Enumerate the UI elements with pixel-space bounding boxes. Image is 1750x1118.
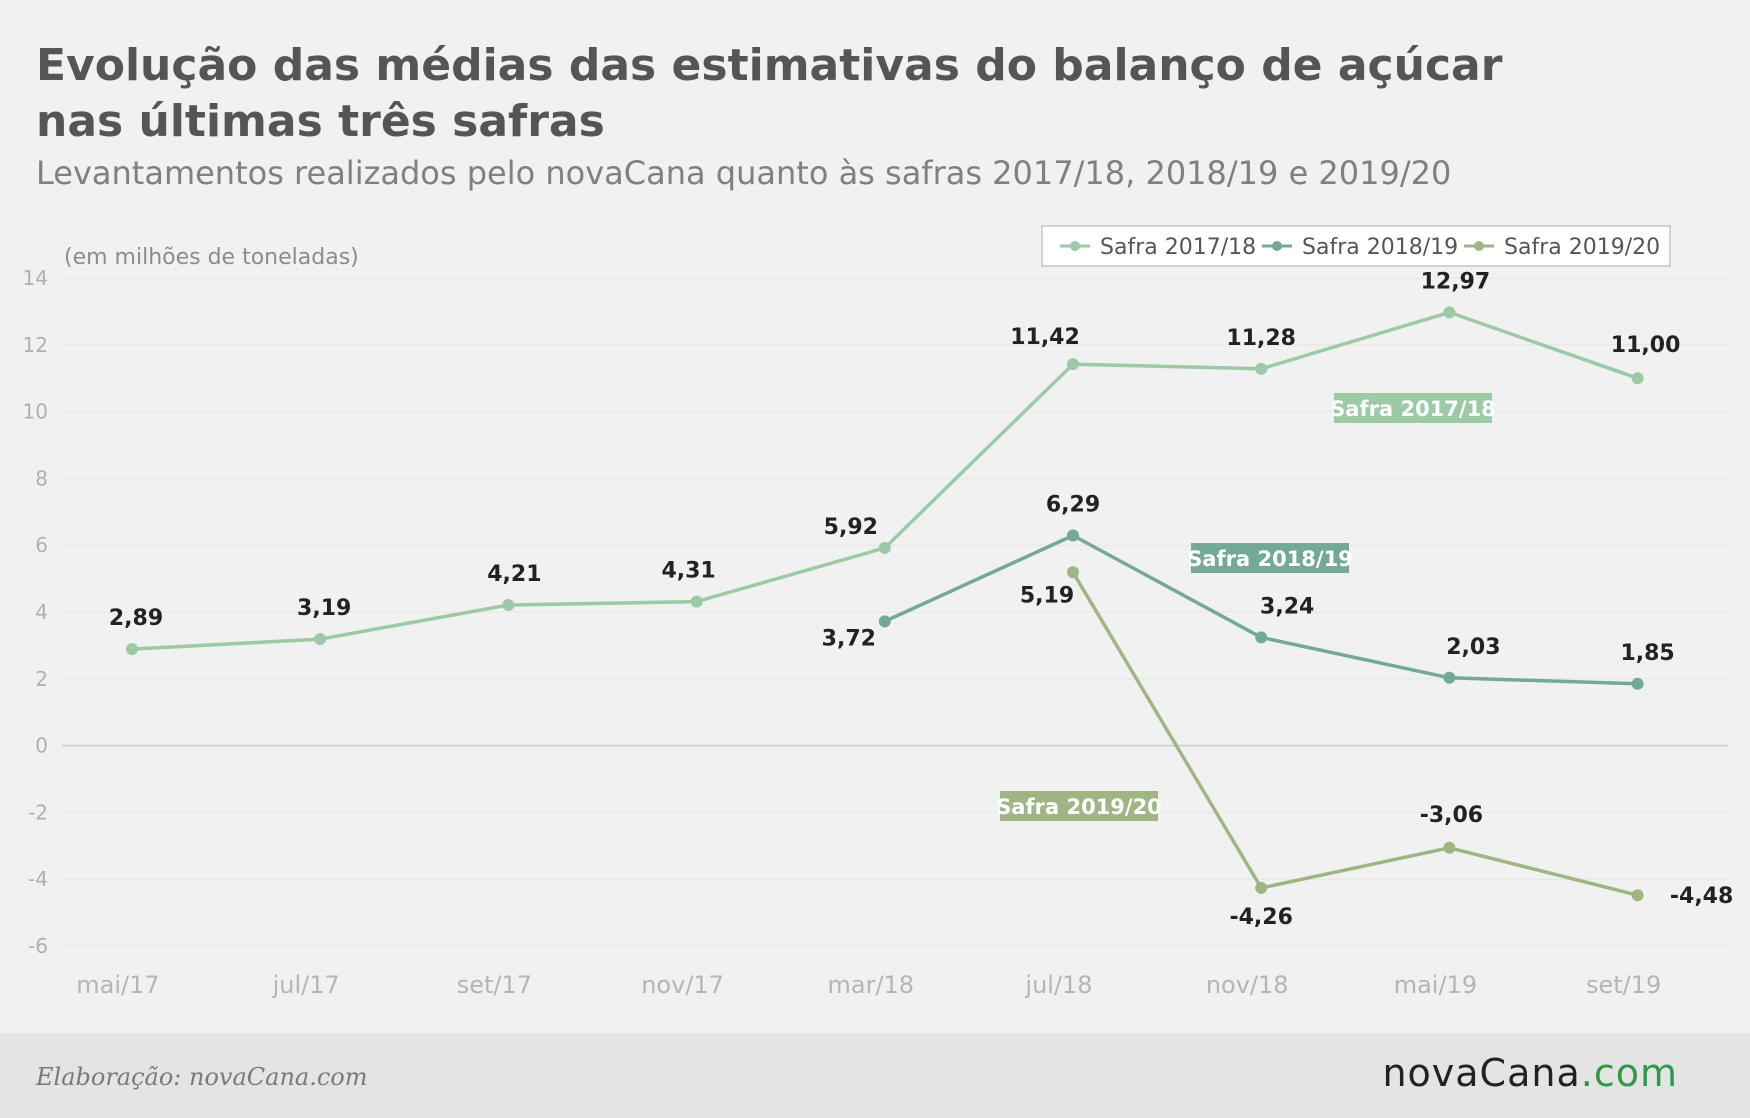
data-label-safra-2017-18: 11,42: [1010, 325, 1080, 350]
y-tick-label: 14: [23, 266, 48, 290]
data-label-safra-2017-18: 3,19: [297, 596, 351, 621]
data-point-safra-2019-20: [1067, 566, 1079, 579]
legend-marker: [1070, 241, 1080, 251]
data-label-safra-2018-19: 6,29: [1046, 493, 1100, 518]
brand-logo: novaCana.com: [1382, 1051, 1678, 1095]
x-tick-label: mai/17: [76, 971, 159, 999]
data-label-safra-2017-18: 11,00: [1611, 333, 1681, 358]
data-label-safra-2019-20: -3,06: [1420, 803, 1483, 828]
data-label-safra-2017-18: 2,89: [109, 606, 163, 631]
legend-marker: [1474, 241, 1484, 251]
data-label-safra-2018-19: 1,85: [1620, 641, 1674, 666]
credit-text: Elaboração: novaCana.com: [36, 1063, 368, 1091]
data-point-safra-2019-20: [1443, 841, 1456, 854]
data-label-safra-2017-18: 4,21: [487, 562, 541, 587]
y-tick-label: -6: [28, 934, 48, 958]
brand-logo-name: novaCana: [1382, 1051, 1581, 1095]
x-tick-label: nov/17: [641, 971, 724, 999]
data-point-safra-2017-18: [690, 595, 703, 608]
chart-subtitle: Levantamentos realizados pelo novaCana q…: [36, 154, 1452, 192]
data-point-safra-2018-19: [1443, 671, 1456, 684]
data-point-safra-2017-18: [1255, 362, 1268, 375]
data-label-safra-2019-20: -4,26: [1229, 905, 1292, 930]
y-tick-label: 10: [23, 400, 48, 424]
series-tag-safra-2019-20: Safra 2019/20: [996, 795, 1162, 819]
chart-title: Evolução das médias das estimativas do b…: [36, 38, 1636, 150]
data-point-safra-2019-20: [1255, 881, 1268, 894]
x-tick-label: jul/17: [272, 971, 340, 999]
brand-logo-domain: .com: [1580, 1051, 1678, 1095]
y-axis-label: (em milhões de toneladas): [64, 245, 359, 270]
series-line-safra-2019-20: [1071, 571, 1639, 897]
series-tag-bg-safra-2019-20: [1000, 791, 1158, 821]
data-point-safra-2018-19: [1067, 529, 1079, 542]
data-point-safra-2017-18: [878, 541, 891, 554]
data-point-safra-2018-19: [1631, 677, 1644, 690]
y-tick-label: 0: [35, 734, 48, 758]
legend-entry: Safra 2019/20: [1504, 235, 1660, 260]
series-tag-bg-safra-2017-18: [1334, 393, 1492, 423]
legend-entry: Safra 2018/19: [1302, 235, 1458, 260]
x-tick-label: jul/18: [1024, 971, 1092, 999]
data-point-safra-2019-20: [1631, 889, 1644, 902]
x-tick-label: nov/18: [1206, 971, 1289, 999]
y-tick-label: -2: [28, 800, 48, 824]
data-point-safra-2017-18: [1443, 306, 1456, 319]
x-tick-label: set/17: [457, 971, 532, 999]
x-tick-label: mai/19: [1394, 971, 1477, 999]
chart-title-line1: Evolução das médias das estimativas do b…: [36, 40, 1503, 91]
y-tick-label: 12: [23, 333, 48, 357]
legend-entry: Safra 2017/18: [1100, 235, 1256, 260]
data-label-safra-2019-20: 5,19: [1020, 583, 1074, 608]
legend-marker: [1272, 241, 1282, 251]
data-label-safra-2018-19: 3,72: [822, 626, 876, 651]
series-tag-bg-safra-2018-19: [1191, 543, 1349, 573]
data-point-safra-2017-18: [126, 643, 138, 656]
data-point-safra-2017-18: [1067, 358, 1079, 371]
y-tick-label: 8: [35, 466, 48, 490]
data-label-safra-2017-18: 5,92: [824, 515, 878, 540]
line-chart: 14 12 10 8 6 4 2 0 -2 -4 -6 (em milhões de tonelada…: [23, 225, 1733, 999]
data-label-safra-2017-18: 12,97: [1421, 269, 1491, 294]
data-label-safra-2018-19: 2,03: [1446, 635, 1500, 660]
legend: [1041, 225, 1671, 267]
series-tag-safra-2018-19: Safra 2018/19: [1187, 547, 1353, 571]
series-line-safra-2017-18: [131, 310, 1639, 651]
data-point-safra-2017-18: [1631, 372, 1644, 385]
y-tick-label: -4: [28, 867, 48, 891]
data-point-safra-2017-18: [502, 598, 515, 611]
data-label-safra-2019-20: -4,48: [1670, 884, 1733, 909]
x-tick-label: mar/18: [828, 971, 915, 999]
data-label-safra-2017-18: 11,28: [1226, 326, 1296, 351]
y-tick-label: 2: [35, 667, 48, 691]
data-label-safra-2018-19: 3,24: [1260, 594, 1314, 619]
data-point-safra-2018-19: [878, 615, 891, 628]
chart-title-line2: nas últimas três safras: [36, 96, 605, 147]
data-point-safra-2018-19: [1255, 631, 1268, 644]
footer: Elaboração: novaCana.com novaCana.com: [0, 1033, 1750, 1118]
x-tick-label: set/19: [1586, 971, 1661, 999]
data-label-safra-2017-18: 4,31: [661, 559, 715, 584]
series-tag-safra-2017-18: Safra 2017/18: [1330, 397, 1496, 421]
y-tick-label: 6: [35, 533, 48, 557]
y-tick-label: 4: [35, 600, 48, 624]
data-point-safra-2017-18: [314, 633, 327, 646]
